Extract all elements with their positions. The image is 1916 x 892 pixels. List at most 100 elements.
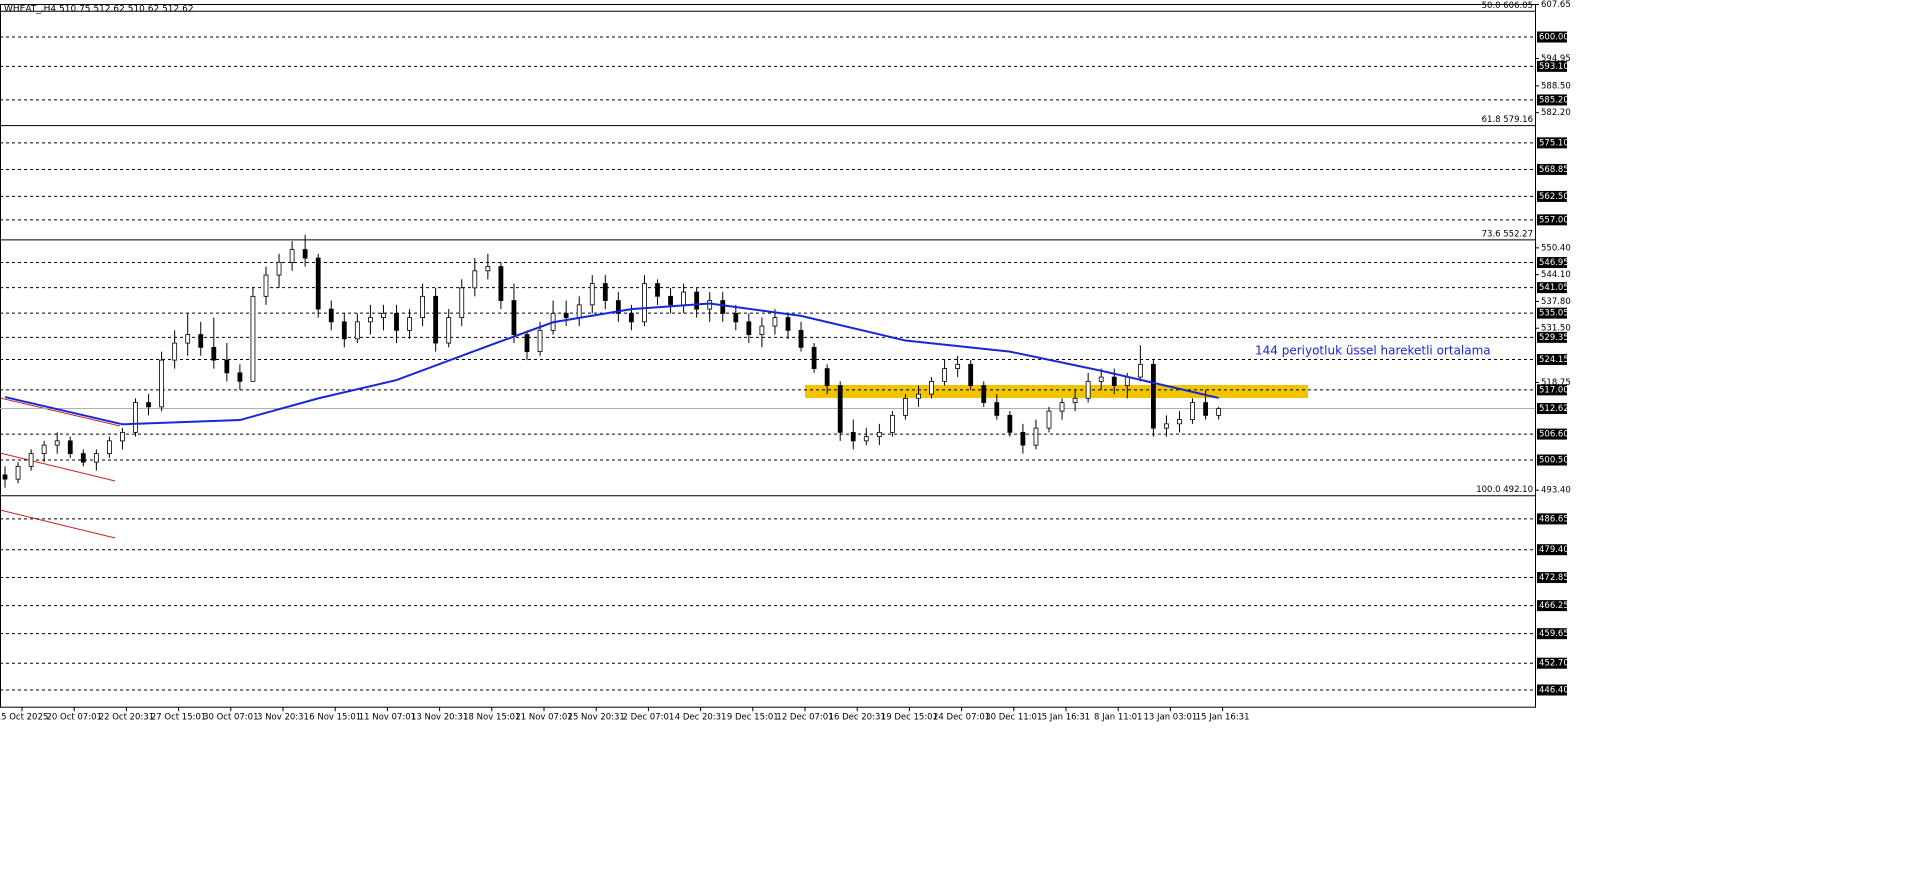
plot-frame — [0, 4, 1536, 708]
candle-body — [146, 402, 151, 408]
candle-body — [589, 283, 595, 306]
candle-body — [237, 372, 243, 382]
level-label: 446.40 — [1539, 685, 1569, 695]
x-tick-label: 6 Nov 15:01 — [309, 713, 361, 723]
fib-label: 61.8 579.16 — [1482, 115, 1533, 125]
candle-body — [315, 257, 321, 310]
candle-body — [120, 431, 125, 442]
level-label: 575.10 — [1539, 138, 1569, 148]
candle-body — [263, 274, 269, 297]
annotation: 144 periyotluk üssel hareketli ortalama — [1255, 344, 1491, 358]
level-label-box — [1537, 257, 1567, 269]
x-tick-label: 3 Nov 20:31 — [257, 713, 309, 723]
level-label: 568.85 — [1539, 165, 1569, 175]
level-label: 585.20 — [1539, 95, 1569, 105]
candle-body — [1033, 427, 1039, 446]
level-label-box — [1537, 384, 1567, 396]
y-tick-label: 493.40 — [1541, 486, 1571, 496]
level-label-box — [1537, 331, 1567, 343]
level-label: 600.00 — [1539, 33, 1569, 43]
level-label-box — [1537, 94, 1567, 106]
candle-body — [367, 317, 373, 323]
candle-body — [224, 359, 230, 374]
candle-body — [302, 249, 308, 259]
y-tick-label: 537.80 — [1541, 297, 1571, 307]
level-label: 524.15 — [1539, 355, 1569, 365]
candle-body — [446, 317, 452, 344]
candle-body — [746, 321, 752, 335]
candle-body — [276, 261, 282, 276]
candle-body — [903, 397, 908, 416]
candle-body — [133, 402, 138, 433]
level-label-box — [1537, 353, 1567, 365]
candle-body — [629, 312, 634, 323]
candle-body — [1203, 402, 1208, 416]
candle-body — [537, 329, 543, 352]
level-label: 535.05 — [1539, 309, 1569, 319]
fib-label: 100.0 492.10 — [1476, 485, 1533, 495]
level-label: 529.35 — [1539, 333, 1569, 343]
level-label: 593.10 — [1539, 62, 1569, 72]
x-tick-label: 8 Jan 11:01 — [1094, 713, 1142, 723]
candle-body — [80, 453, 86, 463]
candle-body — [955, 363, 961, 370]
x-tick-label: 19 Dec 15:01 — [881, 713, 938, 723]
candle-body — [694, 291, 700, 310]
candle-body — [394, 312, 399, 331]
x-tick-label: 27 Oct 15:01 — [151, 713, 206, 723]
candle-body — [198, 334, 204, 348]
x-tick-label: 30 Dec 11:01 — [985, 713, 1042, 723]
x-tick-label: 20 Oct 07:01 — [46, 713, 101, 723]
level-label-box — [1537, 684, 1567, 696]
level-label: 562.50 — [1539, 192, 1569, 202]
candle-body — [824, 368, 830, 387]
candle-body — [576, 304, 582, 318]
candle-body — [289, 249, 295, 263]
candle-body — [681, 291, 686, 306]
candle-body — [498, 266, 504, 301]
candle-body — [863, 436, 869, 442]
level-label: 517.00 — [1539, 385, 1569, 395]
candle-body — [41, 444, 47, 455]
candle-body — [250, 295, 256, 382]
chart-title: WHEAT_,H4 510.75 512.62 510.62 512.62 — [4, 5, 194, 15]
x-tick-label: 13 Nov 20:31 — [411, 713, 468, 723]
y-tick-label: 518.75 — [1541, 378, 1571, 388]
level-label: 466.25 — [1539, 601, 1569, 611]
candle-body — [772, 317, 778, 327]
level-label-box — [1537, 214, 1567, 226]
candle-body — [1151, 363, 1156, 429]
x-tick-label: 18 Nov 15:01 — [463, 713, 520, 723]
candle-body — [1020, 431, 1026, 446]
candle-body — [811, 346, 817, 370]
candle-body — [1137, 363, 1143, 378]
candle-body — [381, 312, 386, 318]
candle-body — [28, 453, 34, 467]
y-tick-label: 594.95 — [1541, 54, 1571, 64]
candle-body — [759, 325, 765, 335]
x-tick-label: 15 Oct 2025 — [0, 713, 48, 723]
candle-body — [1190, 402, 1195, 421]
y-tick-label: 607.65 — [1541, 0, 1571, 10]
ema-line — [4, 302, 1219, 426]
level-label-box — [1537, 657, 1567, 669]
candle-body — [981, 385, 987, 404]
candle-body — [1216, 408, 1222, 416]
candle-body — [511, 300, 517, 335]
candle-body — [929, 380, 934, 395]
y-tick-label: 588.50 — [1541, 81, 1571, 91]
level-label-box — [1537, 428, 1567, 440]
candle-body — [107, 440, 112, 455]
level-label-box — [1537, 190, 1567, 202]
candle-body — [472, 270, 478, 289]
fib-label: 73.6 552.27 — [1482, 229, 1533, 239]
level-label: 506.60 — [1539, 430, 1569, 440]
level-label: 486.65 — [1539, 514, 1569, 524]
candle-body — [968, 363, 974, 387]
support-zone — [805, 385, 1308, 398]
level-label: 541.05 — [1539, 283, 1569, 293]
level-label-box — [1537, 513, 1567, 525]
candle-body — [67, 440, 73, 455]
candle-body — [655, 283, 660, 297]
